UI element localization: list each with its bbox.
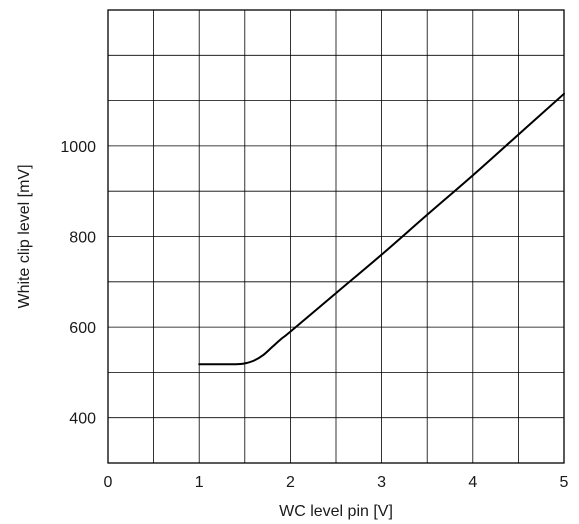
x-tick-label: 2: [286, 474, 295, 491]
x-tick-label: 1: [195, 474, 204, 491]
y-tick-label: 1000: [60, 139, 96, 156]
y-axis-ticks: 400 600 800 1000: [60, 139, 96, 428]
y-tick-label: 400: [69, 411, 96, 428]
plot-frame: [107, 9, 565, 464]
y-axis-label: White clip level [mV]: [16, 164, 33, 308]
x-tick-label: 3: [377, 474, 386, 491]
series-line: [198, 92, 565, 366]
y-tick-label: 800: [69, 230, 96, 247]
x-tick-label: 5: [560, 474, 569, 491]
grid: [108, 10, 564, 463]
x-axis-label: WC level pin [V]: [279, 503, 393, 520]
x-tick-label: 4: [468, 474, 477, 491]
y-tick-label: 600: [69, 320, 96, 337]
series-layer: [198, 92, 565, 366]
x-axis-ticks: 0 1 2 3 4 5: [104, 474, 569, 491]
x-tick-label: 0: [104, 474, 113, 491]
